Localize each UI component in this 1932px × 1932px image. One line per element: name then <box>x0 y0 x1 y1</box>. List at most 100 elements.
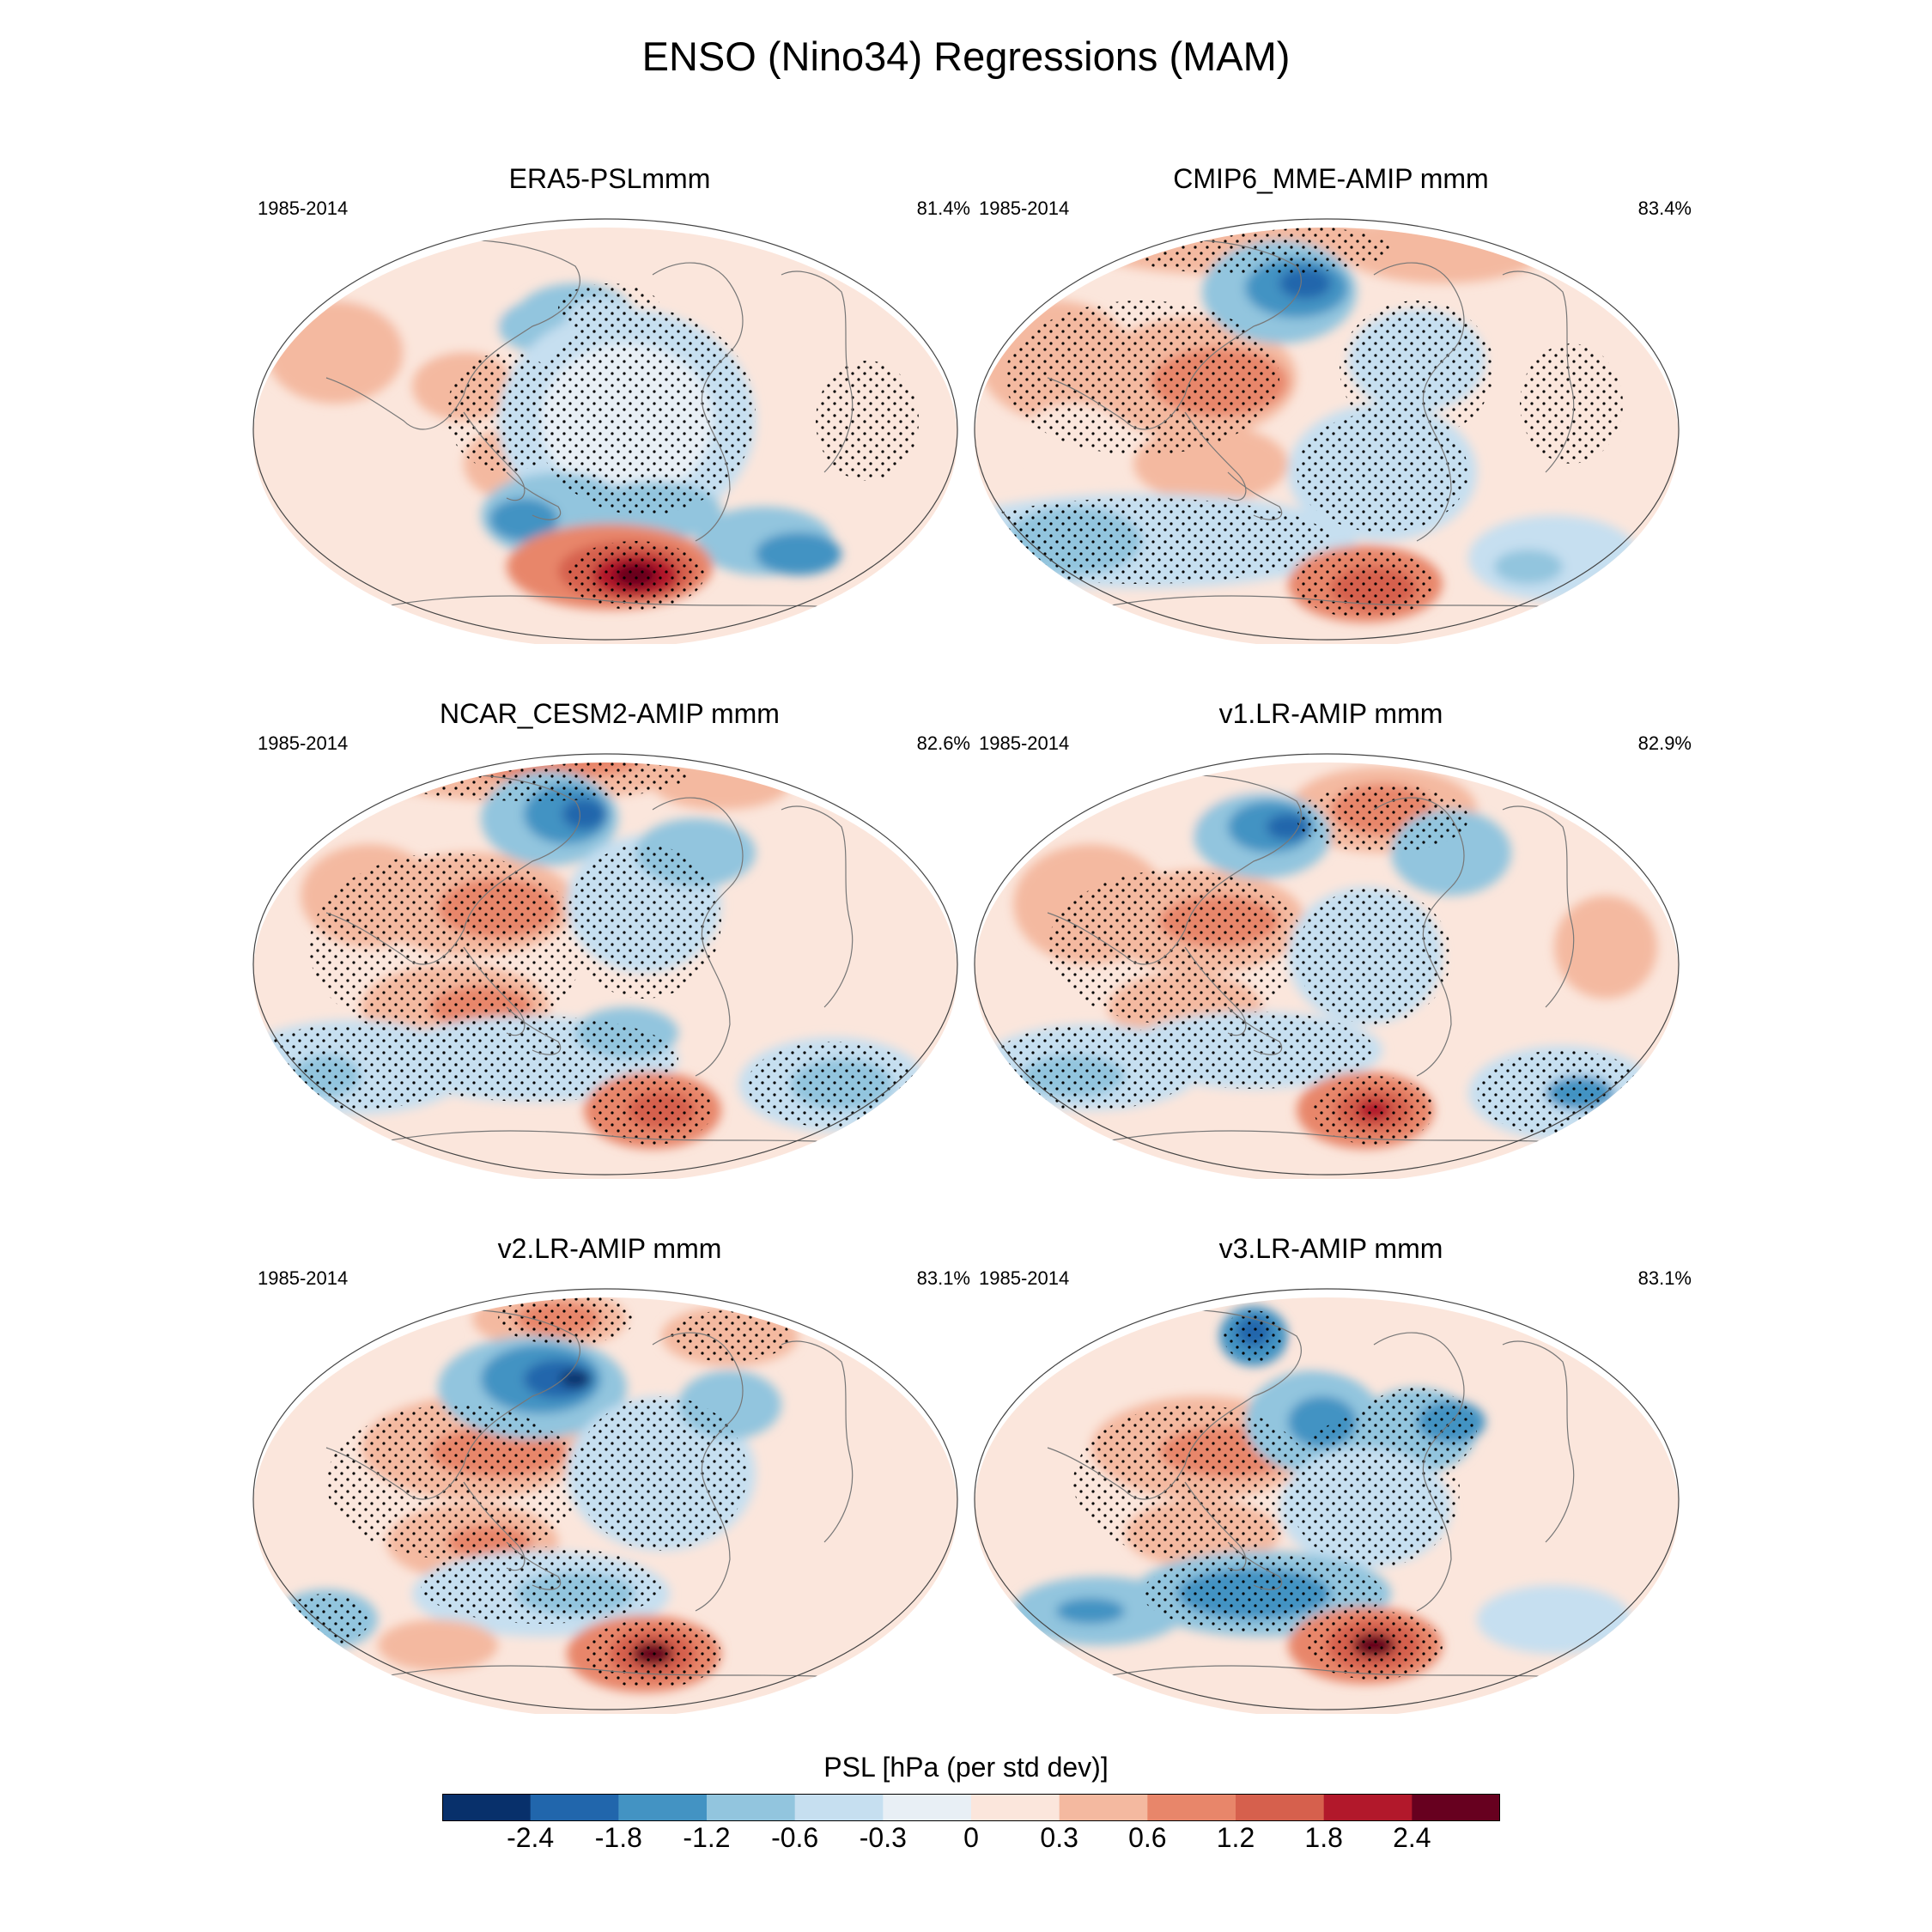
colorbar-swatch <box>707 1794 796 1821</box>
coastline <box>506 1541 562 1590</box>
colorbar-swatch <box>442 1794 532 1821</box>
map-border <box>252 218 958 641</box>
pressure-anomaly-region <box>799 1448 902 1551</box>
map-panel-cmip6: CMIP6_MME-AMIP mmm 1985-2014 83.4% <box>970 163 1692 644</box>
pressure-anomaly-region <box>266 301 404 404</box>
coastline <box>334 1130 868 1154</box>
colorbar-swatch <box>971 1794 1060 1821</box>
pressure-anomaly-region <box>807 861 910 981</box>
regression-map <box>974 753 1680 1179</box>
coastline <box>1373 262 1465 542</box>
panel-years: 1985-2014 <box>979 1267 1070 1289</box>
significance-stippling <box>747 1042 919 1127</box>
significance-stippling <box>447 352 567 472</box>
colorbar-tick-label: -1.2 <box>683 1822 731 1853</box>
panel-years: 1985-2014 <box>979 197 1070 219</box>
panel-pattern-correlation: 81.4% <box>916 197 970 219</box>
map-panel-v2: v2.LR-AMIP mmm 1985-2014 83.1% <box>249 1233 970 1714</box>
significance-stippling <box>1297 887 1451 1024</box>
map-border <box>974 1288 1680 1710</box>
map-panel-era5: ERA5-PSLmmm 1985-2014 81.4% <box>249 163 970 644</box>
significance-stippling <box>575 1396 747 1551</box>
coastline <box>1047 240 1302 430</box>
map-border <box>974 218 1680 641</box>
colorbar-tick-label: -0.6 <box>771 1822 819 1853</box>
significance-stippling <box>309 853 584 1042</box>
coastline <box>463 1481 526 1571</box>
colorbar-tick-label: -2.4 <box>507 1822 555 1853</box>
panel-years: 1985-2014 <box>258 1267 349 1289</box>
panel-title: NCAR_CESM2-AMIP mmm <box>440 698 780 729</box>
coastline <box>1373 1332 1465 1612</box>
regression-map <box>252 753 958 1179</box>
coastline <box>652 797 744 1077</box>
panel-pattern-correlation: 83.1% <box>1637 1267 1692 1289</box>
coastline <box>325 240 580 430</box>
map-border <box>974 753 1680 1176</box>
significance-stippling <box>816 361 919 481</box>
panel-title: v3.LR-AMIP mmm <box>1218 1233 1443 1264</box>
coastline <box>1227 1006 1283 1055</box>
significance-stippling <box>1005 301 1279 455</box>
regression-map <box>974 218 1680 644</box>
pressure-anomaly-region <box>562 799 605 829</box>
significance-stippling <box>421 1546 661 1624</box>
significance-stippling <box>1340 301 1494 438</box>
colorbar-title: PSL [hPa (per std dev)] <box>823 1752 1109 1783</box>
significance-stippling <box>378 762 687 801</box>
colorbar <box>442 1794 1500 1821</box>
pressure-anomaly-region <box>1056 1598 1125 1624</box>
coastline <box>334 595 868 619</box>
coastline <box>1502 1340 1575 1543</box>
coastline <box>1227 471 1283 520</box>
significance-stippling <box>1048 870 1305 1024</box>
coastline <box>781 805 854 1008</box>
panel-title: v1.LR-AMIP mmm <box>1218 698 1443 729</box>
coastline <box>325 1309 580 1500</box>
coastline <box>1047 775 1302 965</box>
colorbar-swatch <box>530 1794 619 1821</box>
pressure-anomaly-region <box>1554 896 1657 999</box>
colorbar-tick-label: 2.4 <box>1393 1822 1431 1853</box>
significance-stippling <box>567 844 721 999</box>
pressure-anomaly-region <box>1537 1439 1640 1542</box>
colorbar-tick-label: 0.6 <box>1128 1822 1167 1853</box>
significance-stippling <box>1314 1076 1434 1145</box>
pressure-anomaly-region <box>560 1370 591 1388</box>
coastline <box>1047 1309 1302 1500</box>
colorbar-swatch <box>794 1794 884 1821</box>
significance-stippling <box>386 1016 678 1102</box>
map-panel-v1: v1.LR-AMIP mmm 1985-2014 82.9% <box>970 698 1692 1179</box>
significance-stippling <box>1073 1405 1314 1559</box>
coastline <box>1502 270 1575 473</box>
significance-stippling <box>253 1024 464 1110</box>
coastline <box>1373 797 1465 1077</box>
colorbar-swatch <box>1412 1794 1500 1821</box>
colorbar-swatch <box>618 1794 708 1821</box>
pressure-anomaly-region <box>1297 1319 1400 1370</box>
panel-years: 1985-2014 <box>258 197 349 219</box>
colorbar-swatch <box>1236 1794 1325 1821</box>
significance-stippling <box>1477 1050 1649 1136</box>
colorbar-swatch <box>1323 1794 1413 1821</box>
coastline <box>1055 1130 1589 1154</box>
significance-stippling <box>592 1076 713 1145</box>
significance-stippling <box>1297 550 1434 618</box>
colorbar-swatch <box>883 1794 972 1821</box>
panel-pattern-correlation: 82.9% <box>1637 732 1692 754</box>
panel-years: 1985-2014 <box>979 732 1070 754</box>
panel-title: v2.LR-AMIP mmm <box>497 1233 722 1264</box>
coastline <box>463 411 526 501</box>
pressure-anomaly-region <box>378 1619 498 1671</box>
coastline <box>463 946 526 1036</box>
pressure-anomaly-region <box>1494 550 1563 584</box>
panel-title: CMIP6_MME-AMIP mmm <box>1173 163 1489 194</box>
panel-pattern-correlation: 83.1% <box>916 1267 970 1289</box>
significance-stippling <box>1357 1388 1477 1473</box>
map-panel-cesm2: NCAR_CESM2-AMIP mmm 1985-2014 82.6% <box>249 698 970 1179</box>
coastline <box>781 270 854 473</box>
significance-stippling <box>567 541 704 610</box>
significance-stippling <box>558 283 661 335</box>
coastline <box>334 1665 868 1689</box>
significance-stippling <box>584 1619 721 1688</box>
